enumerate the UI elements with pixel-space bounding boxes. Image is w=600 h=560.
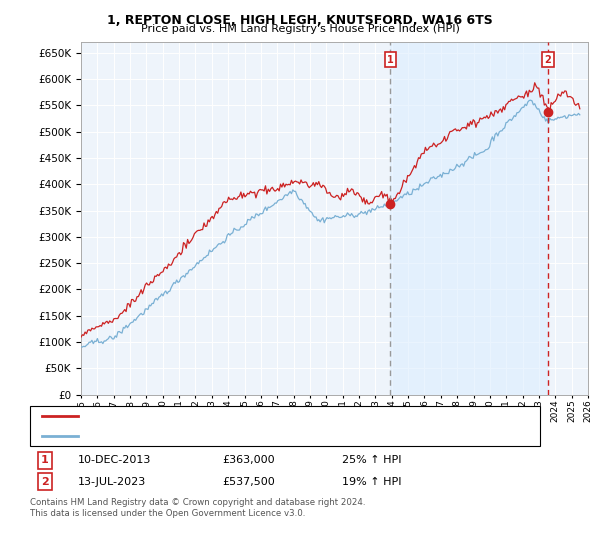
Text: 1: 1 [387,55,394,64]
Text: 1, REPTON CLOSE, HIGH LEGH, KNUTSFORD, WA16 6TS: 1, REPTON CLOSE, HIGH LEGH, KNUTSFORD, W… [107,14,493,27]
Text: 19% ↑ HPI: 19% ↑ HPI [342,477,401,487]
Text: Contains HM Land Registry data © Crown copyright and database right 2024.
This d: Contains HM Land Registry data © Crown c… [30,498,365,518]
Text: 1, REPTON CLOSE, HIGH LEGH, KNUTSFORD, WA16 6TS (detached house): 1, REPTON CLOSE, HIGH LEGH, KNUTSFORD, W… [84,411,451,421]
Text: £363,000: £363,000 [222,455,275,465]
Text: 13-JUL-2023: 13-JUL-2023 [78,477,146,487]
Text: 25% ↑ HPI: 25% ↑ HPI [342,455,401,465]
Text: 2: 2 [544,55,551,64]
Text: 1: 1 [41,455,49,465]
Text: HPI: Average price, detached house, Cheshire East: HPI: Average price, detached house, Ches… [84,431,337,441]
Text: 2: 2 [41,477,49,487]
Bar [391,42,548,395]
Text: 10-DEC-2013: 10-DEC-2013 [78,455,151,465]
Text: Price paid vs. HM Land Registry's House Price Index (HPI): Price paid vs. HM Land Registry's House … [140,24,460,34]
Text: £537,500: £537,500 [222,477,275,487]
